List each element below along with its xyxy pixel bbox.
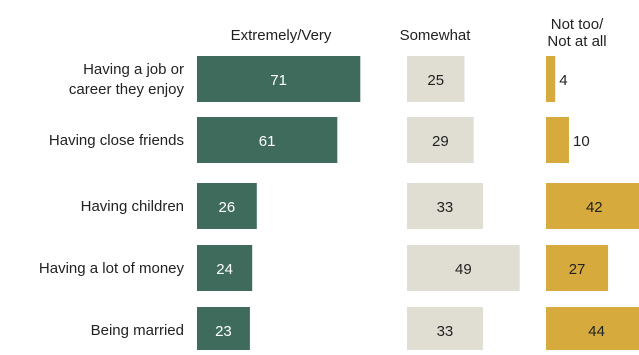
category-label-4-line-0: Being married [91,322,184,339]
bar-2-4 [546,307,639,353]
bar-1-0 [407,56,465,102]
column-header-2-line-1: Not at all [547,33,606,50]
data-label-2-2: 42 [586,199,603,216]
bar-0-1 [197,117,338,163]
data-label-2-0: 4 [559,72,567,89]
data-label-1-3: 49 [455,261,472,278]
data-label-1-4: 33 [437,323,454,340]
bar-0-2 [197,183,257,229]
bar-1-2 [407,183,483,229]
bar-0-0 [197,56,361,102]
data-label-0-2: 26 [219,199,236,216]
bar-2-1 [546,117,569,163]
data-label-0-0: 71 [270,72,287,89]
data-label-0-1: 61 [259,133,276,150]
category-label-0-line-0: Having a job or [83,61,184,78]
data-label-1-1: 29 [432,133,449,150]
data-label-0-3: 24 [216,261,233,278]
category-label-1-line-0: Having close friends [49,132,184,149]
data-label-2-3: 27 [569,261,586,278]
data-label-0-4: 23 [215,323,232,340]
bar-1-4 [407,307,483,353]
bar-1-1 [407,117,474,163]
category-label-2-line-0: Having children [81,198,184,215]
column-header-1-line-0: Somewhat [400,27,472,44]
bar-0-3 [197,245,253,291]
bar-2-3 [546,245,609,291]
data-label-2-1: 10 [573,133,590,150]
bar-1-3 [407,245,520,291]
data-label-1-0: 25 [427,72,444,89]
bar-2-2 [546,183,639,229]
column-header-0-line-0: Extremely/Very [231,27,332,44]
category-label-0-line-1: career they enjoy [69,81,185,98]
bar-0-4 [197,307,250,353]
column-header-2-line-0: Not too/ [551,16,604,33]
data-label-2-4: 44 [588,323,605,340]
category-label-3-line-0: Having a lot of money [39,260,185,277]
data-label-1-2: 33 [437,199,454,216]
bar-2-0 [546,56,556,102]
